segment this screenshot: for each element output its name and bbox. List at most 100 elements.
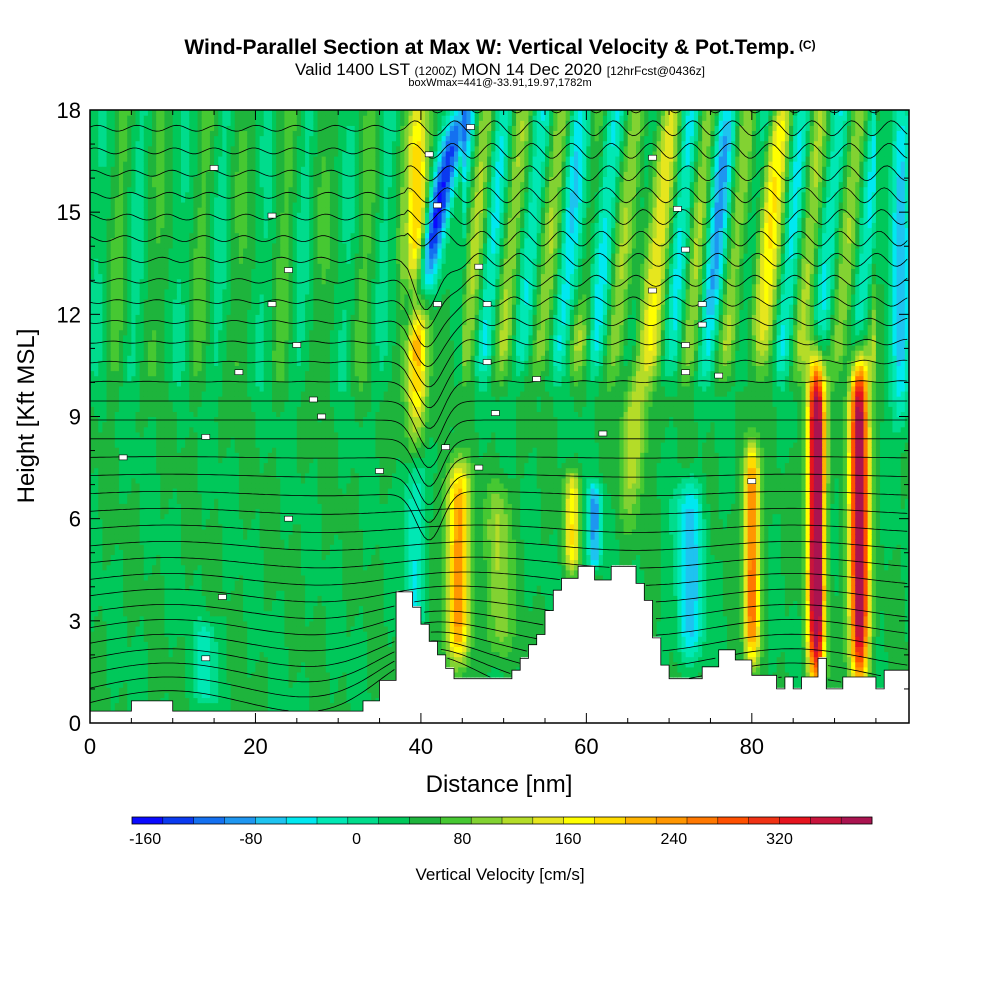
field-cell xyxy=(135,309,141,315)
field-cell xyxy=(164,600,170,607)
field-cell xyxy=(164,161,170,167)
field-cell xyxy=(102,544,108,550)
field-cell xyxy=(181,329,186,336)
field-cell xyxy=(172,385,178,392)
field-cell xyxy=(90,344,95,351)
field-cell xyxy=(176,482,182,489)
field-cell xyxy=(147,682,153,688)
field-cell xyxy=(218,329,223,336)
field-cell xyxy=(123,370,128,377)
field-cell xyxy=(251,161,257,167)
field-cell xyxy=(230,135,236,142)
field-cell xyxy=(114,585,120,591)
field-cell xyxy=(189,646,195,653)
field-cell xyxy=(259,692,265,699)
field-cell xyxy=(143,161,149,167)
field-cell xyxy=(114,574,120,581)
field-cell xyxy=(197,416,203,423)
field-cell xyxy=(131,125,137,132)
field-cell xyxy=(90,467,95,474)
field-cell xyxy=(255,498,261,504)
field-cell xyxy=(209,411,215,418)
field-cell xyxy=(123,207,128,213)
field-cell xyxy=(181,620,186,627)
field-cell xyxy=(222,186,228,193)
field-cell xyxy=(152,196,157,203)
field-cell xyxy=(143,110,149,116)
field-cell xyxy=(143,447,149,453)
field-cell xyxy=(94,687,99,693)
field-cell xyxy=(106,309,112,315)
field-cell xyxy=(131,452,137,458)
field-cell xyxy=(123,472,128,479)
field-cell xyxy=(139,201,145,208)
field-cell xyxy=(110,569,116,576)
field-cell xyxy=(102,431,108,438)
field-cell xyxy=(147,181,153,188)
field-cell xyxy=(243,365,248,372)
field-cell xyxy=(94,677,99,683)
field-cell xyxy=(131,533,137,540)
field-cell xyxy=(218,477,223,484)
field-cell xyxy=(255,181,261,188)
field-cell xyxy=(102,212,108,218)
field-cell xyxy=(152,212,157,218)
field-cell xyxy=(172,462,178,469)
field-cell xyxy=(147,329,153,336)
field-cell xyxy=(102,467,108,474)
field-cell xyxy=(118,186,124,193)
field-cell xyxy=(114,135,120,142)
field-cell xyxy=(139,513,145,520)
field-cell xyxy=(230,677,236,683)
field-cell xyxy=(164,375,170,382)
field-cell xyxy=(176,263,182,269)
field-cell xyxy=(90,217,95,223)
field-cell xyxy=(222,677,228,683)
field-cell xyxy=(147,268,153,275)
field-cell xyxy=(160,365,166,372)
field-cell xyxy=(143,472,149,479)
field-cell xyxy=(114,314,120,321)
field-cell xyxy=(94,115,99,121)
field-cell xyxy=(106,447,112,453)
field-cell xyxy=(143,436,149,443)
field-cell xyxy=(94,283,99,290)
field-cell xyxy=(181,299,186,305)
field-cell xyxy=(193,242,199,249)
field-cell xyxy=(127,585,132,591)
field-cell xyxy=(181,518,186,525)
field-cell xyxy=(205,421,211,428)
field-cell xyxy=(160,339,166,346)
field-cell xyxy=(143,140,149,147)
field-cell xyxy=(94,554,99,561)
field-cell xyxy=(131,666,137,673)
field-cell xyxy=(152,513,157,520)
field-cell xyxy=(189,258,195,264)
field-cell xyxy=(110,247,116,254)
field-cell xyxy=(263,625,269,632)
field-cell xyxy=(238,344,244,351)
field-cell xyxy=(164,283,170,290)
field-cell xyxy=(139,150,145,157)
field-cell xyxy=(147,166,153,172)
field-cell xyxy=(156,692,161,699)
field-cell xyxy=(147,605,153,612)
field-cell xyxy=(94,600,99,607)
field-cell xyxy=(255,666,261,673)
field-cell xyxy=(118,467,124,474)
field-cell xyxy=(98,646,104,653)
field-cell xyxy=(205,574,211,581)
field-cell xyxy=(214,671,219,678)
field-cell xyxy=(243,682,248,688)
field-cell xyxy=(118,549,124,556)
field-cell xyxy=(131,477,137,484)
field-cell xyxy=(139,339,145,346)
field-cell xyxy=(139,482,145,489)
field-cell xyxy=(230,288,236,295)
field-cell xyxy=(189,268,195,275)
field-cell xyxy=(247,431,252,438)
field-cell xyxy=(238,222,244,229)
field-cell xyxy=(176,115,182,121)
field-cell xyxy=(251,518,257,525)
field-cell xyxy=(139,263,145,269)
